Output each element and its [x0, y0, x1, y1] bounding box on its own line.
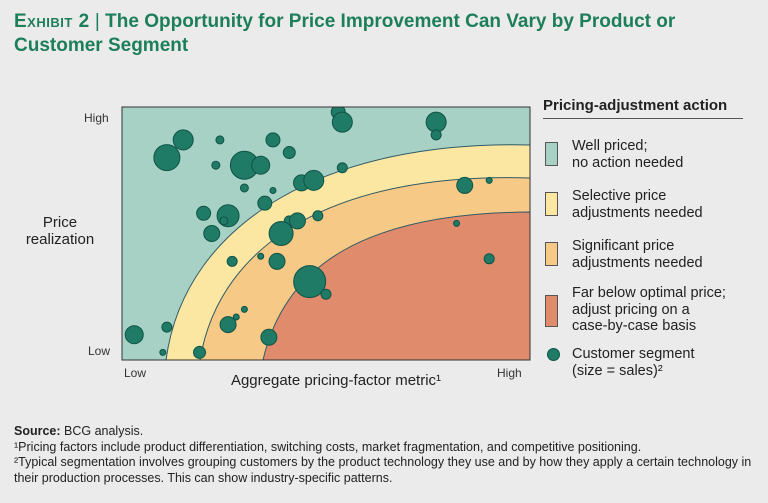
footnote-2: ²Typical segmentation involves grouping … — [14, 455, 752, 485]
customer-segment-point — [268, 252, 286, 270]
legend-text-customer-segment: Customer segment (size = sales)² — [572, 346, 762, 379]
customer-segment-point — [331, 111, 353, 133]
exhibit-title: Exhibit 2 | The Opportunity for Price Im… — [14, 10, 754, 58]
legend-line: Selective price — [572, 188, 667, 204]
legend-line: (size = sales)² — [572, 362, 663, 379]
x-tick-high: High — [497, 366, 522, 380]
legend-line: Customer segment — [572, 346, 695, 362]
customer-segment-point — [312, 210, 324, 222]
source-label: Source: — [14, 424, 61, 438]
x-tick-low: Low — [124, 366, 147, 380]
customer-segment-point — [211, 160, 221, 170]
customer-segment-point — [282, 146, 296, 160]
legend-line: case-by-case basis — [572, 318, 697, 334]
customer-segment-point — [196, 205, 212, 221]
footnotes: Source: BCG analysis. ¹Pricing factors i… — [14, 424, 759, 486]
customer-segment-point — [240, 305, 248, 313]
legend-line: no action needed — [572, 154, 684, 171]
customer-segment-point — [293, 265, 327, 299]
source-line: Source: BCG analysis. — [14, 424, 759, 440]
customer-segment-point — [303, 169, 325, 191]
legend-line: Significant price — [572, 238, 675, 254]
customer-segment-point — [453, 219, 461, 227]
customer-segment-point — [268, 221, 294, 246]
exhibit-number: Exhibit 2 — [14, 11, 90, 32]
customer-segment-point — [257, 252, 265, 260]
legend-text-far-below: Far below optimal price; adjust pricing … — [572, 285, 762, 335]
legend-text-selective: Selective price adjustments needed — [572, 188, 762, 221]
zone-far-below — [262, 211, 530, 360]
customer-segment-point — [172, 129, 194, 151]
customer-segment-point — [153, 144, 181, 172]
customer-segment-point — [232, 313, 240, 321]
legend-line: Well priced; — [572, 138, 648, 154]
legend-line: adjustments needed — [572, 254, 703, 271]
customer-segment-point — [265, 132, 281, 148]
customer-segment-point — [159, 348, 167, 356]
customer-segment-point — [251, 155, 271, 175]
customer-segment-point — [485, 176, 493, 184]
customer-segment-point — [456, 176, 474, 194]
customer-segment-point — [203, 225, 221, 242]
legend-line: adjust pricing on a — [572, 301, 690, 318]
scatter-points — [124, 107, 495, 359]
y-tick-low: Low — [88, 344, 111, 358]
legend-line: adjustments needed — [572, 204, 703, 221]
customer-segment-point — [269, 186, 277, 194]
customer-segment-point — [336, 162, 348, 174]
customer-segment-point — [260, 328, 278, 346]
customer-segment-point — [239, 183, 249, 193]
customer-segment-point — [226, 255, 238, 267]
y-tick-high: High — [84, 111, 109, 125]
customer-segment-point — [193, 345, 207, 359]
footnote-1: ¹Pricing factors include product differe… — [14, 439, 642, 454]
customer-segment-point — [257, 195, 273, 211]
customer-segment-point — [320, 288, 332, 300]
plot-frame — [121, 106, 531, 361]
customer-segment-point — [124, 325, 144, 345]
legend-dot-icon — [547, 348, 560, 361]
legend-text-well-priced: Well priced; no action needed — [572, 138, 762, 171]
x-axis-label: Aggregate pricing-factor metric¹ — [230, 372, 442, 389]
legend-text-significant: Significant price adjustments needed — [572, 238, 762, 271]
legend-swatch-selective — [545, 192, 558, 216]
legend-title: Pricing-adjustment action — [543, 97, 743, 119]
customer-segment-point — [219, 216, 229, 226]
legend-swatch-significant — [545, 242, 558, 266]
customer-segment-point — [215, 135, 225, 145]
customer-segment-point — [425, 111, 447, 133]
plot-area — [122, 107, 530, 360]
title-text: The Opportunity for Price Improvement Ca… — [14, 11, 676, 56]
legend-swatch-well-priced — [545, 142, 558, 166]
y-axis-label-line1: Price — [42, 214, 78, 231]
customer-segment-point — [288, 212, 306, 230]
y-axis-label-line2: realization — [25, 231, 95, 248]
legend-line: Far below optimal price; — [572, 285, 726, 301]
customer-segment-point — [483, 253, 495, 265]
customer-segment-point — [430, 129, 442, 141]
customer-segment-point — [219, 316, 237, 334]
legend-swatch-far-below — [545, 295, 558, 327]
title-separator: | — [94, 11, 100, 32]
source-text: BCG analysis. — [60, 424, 144, 438]
customer-segment-point — [161, 321, 173, 333]
y-axis-label: Price realization — [18, 214, 102, 248]
